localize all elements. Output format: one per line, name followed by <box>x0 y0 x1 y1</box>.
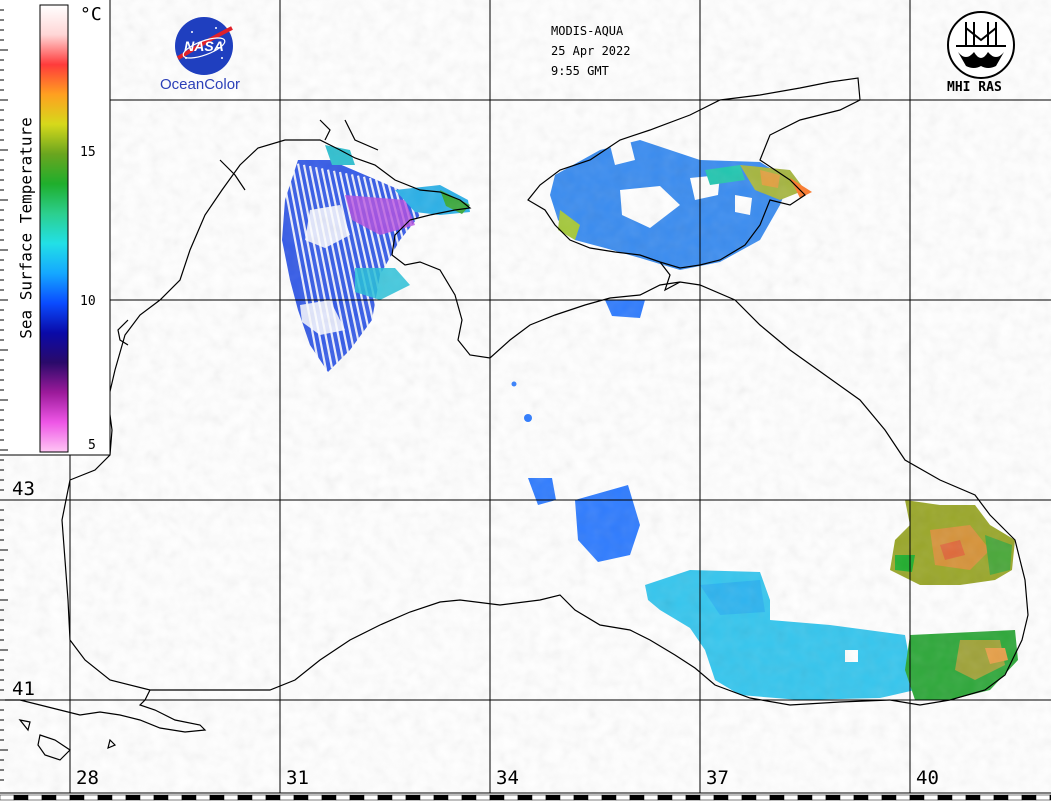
lat-label-43: 43 <box>12 478 35 500</box>
central-patch-1 <box>528 478 556 505</box>
oceancolor-label: OceanColor <box>160 76 241 93</box>
lon-label-34: 34 <box>496 767 519 789</box>
mhi-ras-logo-icon <box>947 11 1015 79</box>
central-dot <box>511 381 517 387</box>
bottom-scale <box>0 794 1051 801</box>
azov-sea-patch <box>550 140 812 270</box>
nasa-logo-icon: NASA <box>175 17 233 75</box>
mhi-ras-label: MHI RAS <box>947 80 1002 95</box>
coastline <box>5 77 1029 761</box>
southeast-patch <box>890 500 1015 585</box>
colorbar-unit: °C <box>80 4 102 25</box>
colorbar-title: Sea Surface Temperature <box>16 117 36 339</box>
edge-ticks <box>0 9 8 781</box>
central-dot <box>524 414 532 422</box>
lon-label-28: 28 <box>76 767 99 789</box>
lon-label-31: 31 <box>286 767 309 789</box>
southern-belt-patch <box>645 570 1018 700</box>
lat-label-41: 41 <box>12 678 35 700</box>
colorbar <box>39 4 69 453</box>
acquisition-time: 9:55 GMT <box>551 64 609 78</box>
satellite-name: MODIS-AQUA <box>551 24 624 38</box>
kerch-patch <box>605 300 645 318</box>
colorbar-tick-10: 10 <box>80 294 96 309</box>
colorbar-tick-5: 5 <box>88 438 96 453</box>
acquisition-date: 25 Apr 2022 <box>551 44 631 58</box>
central-patch-2 <box>575 485 640 562</box>
svg-text:NASA: NASA <box>184 38 224 54</box>
lon-label-40: 40 <box>916 767 939 789</box>
colorbar-tick-15: 15 <box>80 145 96 160</box>
colorbar-panel <box>0 0 111 456</box>
lon-label-37: 37 <box>706 767 729 789</box>
